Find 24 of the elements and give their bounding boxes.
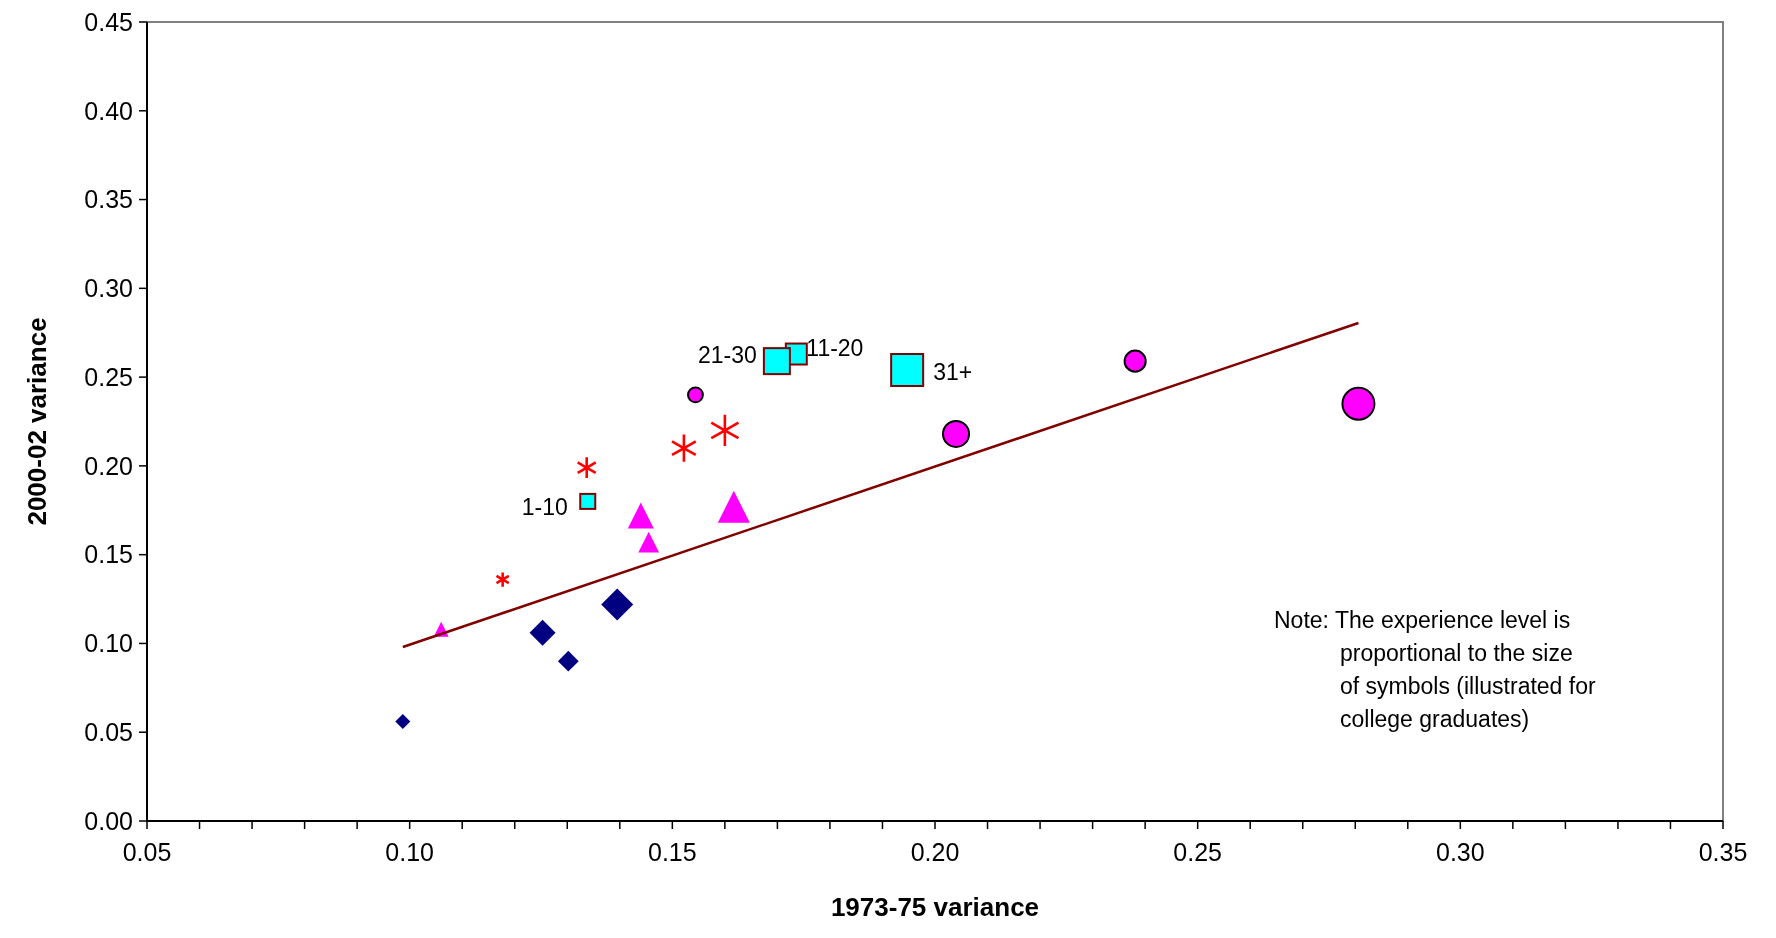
x-tick-label: 0.20 xyxy=(910,838,960,866)
x-tick-label: 0.30 xyxy=(1436,838,1485,866)
y-tick-label: 0.00 xyxy=(84,806,133,835)
x-tick-label: 0.10 xyxy=(385,838,434,866)
x-tick-label: 0.35 xyxy=(1698,838,1748,866)
x-tick-label: 0.25 xyxy=(1173,838,1222,866)
annotation: Note: The experience level is proportional to the size of symbols (illustrated for college graduates) xyxy=(1274,607,1596,732)
y-tick-label: 0.05 xyxy=(84,717,133,746)
annotation: 31+ xyxy=(933,359,973,386)
x-axis-title: 1973-75 variance xyxy=(830,892,1040,922)
x-tick-label: 0.05 xyxy=(122,838,172,866)
y-axis-title: 2000-02 variance xyxy=(22,317,52,526)
x-tick-label: 0.15 xyxy=(648,838,697,866)
annotation: 21-30 xyxy=(698,342,757,369)
y-tick-label: 0.45 xyxy=(84,7,133,36)
y-tick-label: 0.35 xyxy=(84,185,133,214)
y-tick-label: 0.15 xyxy=(84,540,133,569)
y-tick-label: 0.10 xyxy=(84,629,133,658)
y-tick-label: 0.20 xyxy=(84,451,133,480)
annotation: 11-20 xyxy=(806,335,864,362)
y-tick-label: 0.40 xyxy=(84,96,133,125)
y-tick-label: 0.30 xyxy=(84,274,133,303)
annotation: 1-10 xyxy=(521,494,568,521)
y-tick-label: 0.25 xyxy=(84,362,133,391)
